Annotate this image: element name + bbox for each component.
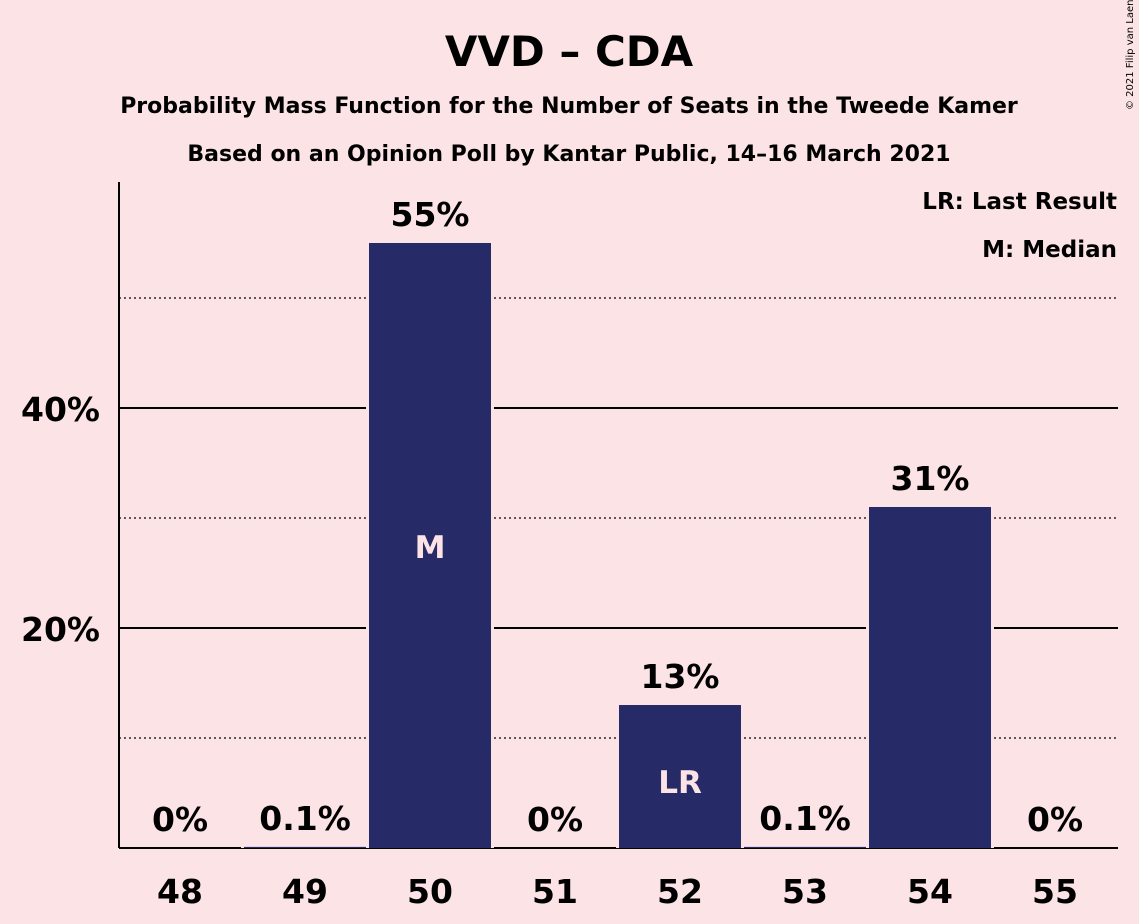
y-tick-label: 40% bbox=[21, 390, 100, 429]
bar-value-label: 0% bbox=[527, 800, 583, 839]
copyright-text: © 2021 Filip van Laenen bbox=[1125, 0, 1136, 110]
bar-value-label: 0.1% bbox=[759, 799, 851, 838]
x-tick-label: 54 bbox=[907, 872, 953, 911]
bar-value-label: 55% bbox=[391, 195, 470, 234]
bar-marker-label: LR bbox=[658, 765, 702, 801]
bar bbox=[369, 243, 491, 848]
x-tick-label: 49 bbox=[282, 872, 328, 911]
bar bbox=[244, 846, 366, 848]
chart-title: VVD – CDA bbox=[445, 27, 694, 76]
bar-value-label: 13% bbox=[641, 657, 720, 696]
chart-subtitle-2: Based on an Opinion Poll by Kantar Publi… bbox=[187, 142, 950, 167]
bar-value-label: 31% bbox=[891, 459, 970, 498]
bar-halo bbox=[241, 843, 369, 848]
legend-median: M: Median bbox=[982, 237, 1117, 263]
bar-value-label: 0% bbox=[1027, 800, 1083, 839]
chart-subtitle-1: Probability Mass Function for the Number… bbox=[120, 94, 1018, 119]
bars bbox=[241, 240, 994, 848]
bar-halo bbox=[741, 843, 869, 848]
bar-value-label: 0% bbox=[152, 800, 208, 839]
bar bbox=[619, 705, 741, 848]
legend-last-result: LR: Last Result bbox=[922, 189, 1117, 215]
x-tick-label: 52 bbox=[657, 872, 703, 911]
x-tick-label: 53 bbox=[782, 872, 828, 911]
bar bbox=[744, 846, 866, 848]
x-tick-label: 55 bbox=[1032, 872, 1078, 911]
x-tick-label: 51 bbox=[532, 872, 578, 911]
bar bbox=[869, 507, 991, 848]
bar-marker-label: M bbox=[415, 530, 446, 566]
y-tick-label: 20% bbox=[21, 610, 100, 649]
x-tick-label: 48 bbox=[157, 872, 203, 911]
bar-value-label: 0.1% bbox=[259, 799, 351, 838]
x-tick-label: 50 bbox=[407, 872, 453, 911]
labels: 20% 40% 0% 48 0.1% 49 55% M 50 0% 51 13% LR 52 0.1% 53 3… bbox=[21, 195, 1083, 911]
